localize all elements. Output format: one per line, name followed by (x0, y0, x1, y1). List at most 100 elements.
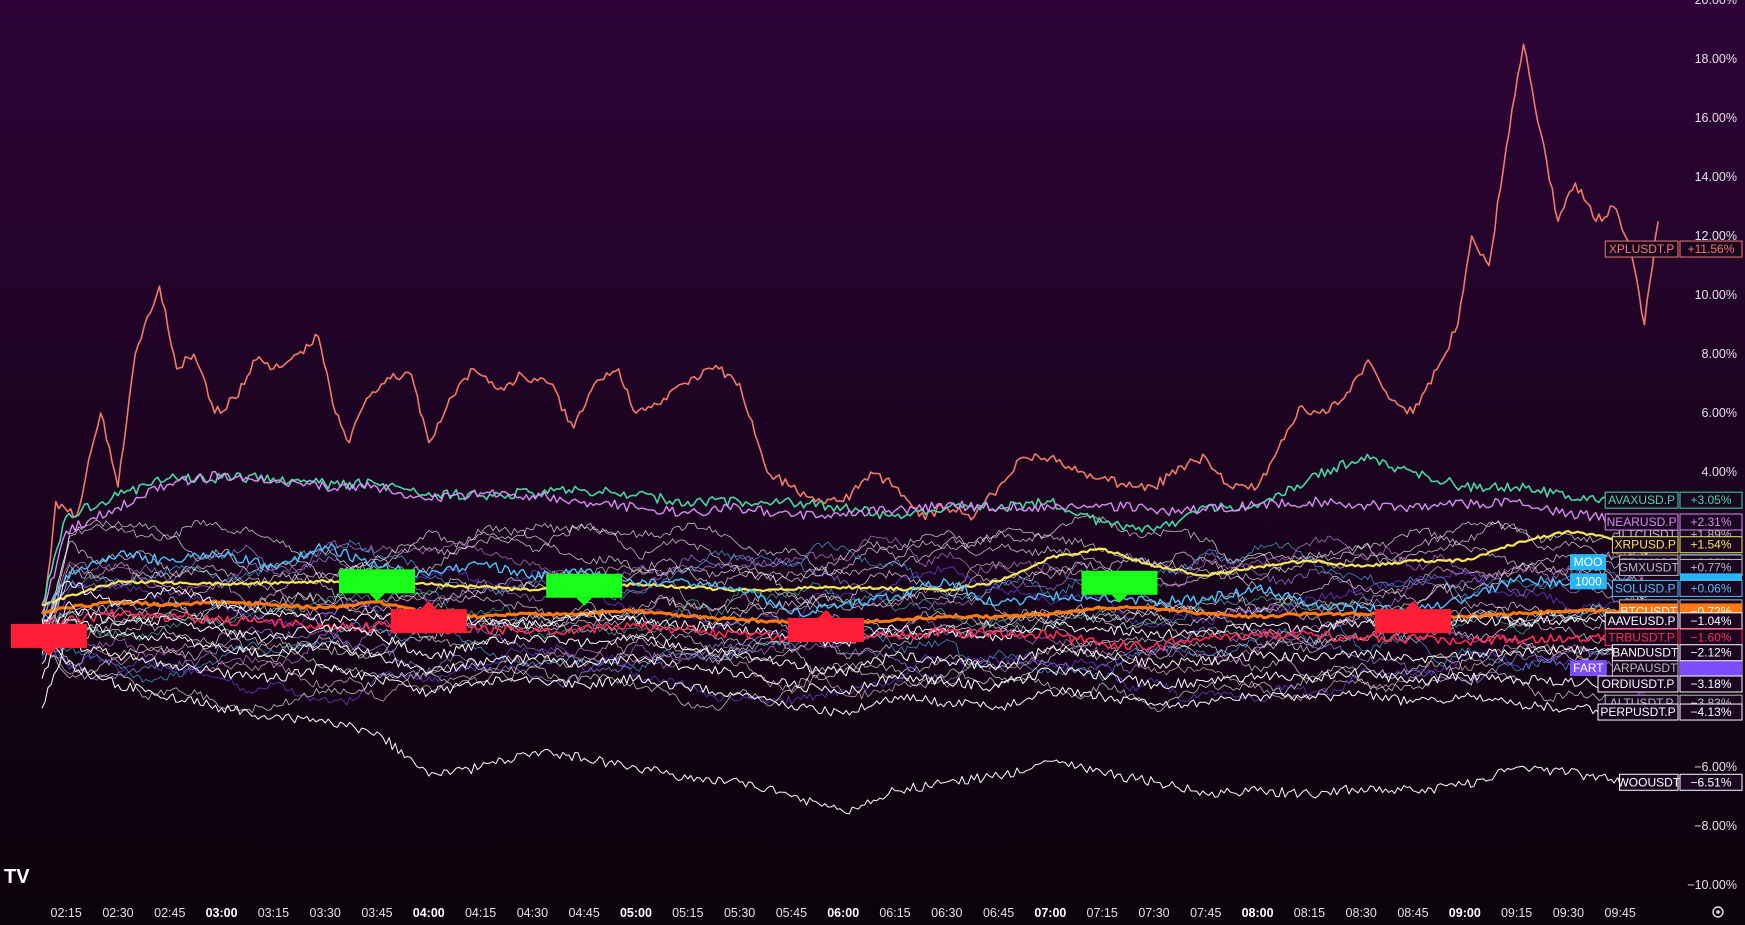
background-series-line (41, 535, 1648, 640)
x-tick-label: 02:15 (51, 906, 82, 920)
x-tick-label: 09:45 (1605, 906, 1636, 920)
x-axis[interactable]: 02:15 02:30 02:45 03:00 03:15 03:30 03:45 04:00… (51, 906, 1636, 920)
x-tick-label: 05:45 (776, 906, 807, 920)
series-line-perpusdt-p[interactable] (41, 640, 1659, 717)
price-label-trbusdt-p[interactable]: TRBUSDT.P −1.60% (1604, 628, 1743, 646)
price-label-value: +3.05% (1690, 493, 1731, 507)
x-tick-label: 09:00 (1449, 906, 1481, 920)
series-line-bandusdt[interactable] (41, 601, 1659, 677)
x-tick-label: 07:15 (1087, 906, 1118, 920)
price-label-xrpusd-p[interactable]: XRPUSD.P +1.54% (1611, 536, 1743, 554)
price-label-symbol: FART (1573, 661, 1604, 675)
price-label-fart[interactable]: FART (1570, 660, 1742, 677)
price-label-value: −3.18% (1690, 677, 1731, 691)
series-line-nearusd-p[interactable] (41, 470, 1659, 615)
price-label-symbol: SOLUSD.P (1615, 581, 1676, 595)
x-tick-label: 08:45 (1397, 906, 1428, 920)
signal-marker-up (1081, 570, 1158, 603)
x-tick-label: 08:15 (1294, 906, 1325, 920)
price-label-symbol: 1000 (1575, 574, 1602, 588)
signal-marker-down (1374, 601, 1451, 634)
price-label-avaxusd-p[interactable]: AVAXUSD.P +3.05% (1604, 491, 1743, 509)
price-label-value: −4.13% (1690, 705, 1731, 719)
price-label-symbol: ARPAUSDT (1613, 661, 1678, 675)
x-tick-label: 05:00 (620, 906, 652, 920)
x-tick-label: 04:30 (517, 906, 548, 920)
x-tick-label: 04:45 (569, 906, 600, 920)
price-label-symbol: WOOUSDT (1617, 775, 1680, 789)
price-label-symbol: XPLUSDT.P (1609, 242, 1674, 256)
y-tick-label: 16.00% (1695, 111, 1737, 125)
signal-marker-up (10, 623, 87, 656)
price-label-value: +0.77% (1690, 560, 1731, 574)
price-label-symbol: AAVEUSD.P (1608, 614, 1676, 628)
background-series-line (41, 515, 1648, 646)
y-tick-label: 8.00% (1702, 347, 1737, 361)
price-label-ordiusdt-p[interactable]: ORDIUSDT.P −3.18% (1597, 675, 1743, 693)
y-tick-label: 4.00% (1702, 465, 1737, 479)
signal-marker-down (390, 601, 467, 634)
price-label-symbol: TRBUSDT.P (1608, 630, 1675, 644)
x-tick-label: 08:00 (1242, 906, 1274, 920)
price-label-value: +2.31% (1690, 515, 1731, 529)
series-line-xrpusd-p[interactable] (41, 530, 1659, 607)
tradingview-logo[interactable]: TV (4, 866, 30, 888)
price-label-xplusdt-p[interactable]: XPLUSDT.P +11.56% (1604, 240, 1743, 258)
x-tick-label: 09:30 (1553, 906, 1584, 920)
price-label-value: +1.54% (1690, 538, 1731, 552)
y-tick-label: 14.00% (1695, 170, 1737, 184)
price-label-symbol: PERPUSDT.P (1600, 705, 1675, 719)
price-label-symbol: ORDIUSDT.P (1602, 677, 1675, 691)
x-tick-label: 03:45 (361, 906, 392, 920)
y-tick-label: 6.00% (1702, 406, 1737, 420)
price-label-perpusdt-p[interactable]: PERPUSDT.P −4.13% (1597, 703, 1743, 721)
price-label-value: +0.06% (1690, 581, 1731, 595)
price-label-aaveusd-p[interactable]: AAVEUSD.P −1.04% (1604, 612, 1743, 630)
background-series-line (41, 623, 1648, 693)
logo-text: TV (4, 866, 30, 888)
x-tick-label: 07:00 (1034, 906, 1066, 920)
price-label-solusd-p[interactable]: SOLUSD.P +0.06% (1611, 579, 1743, 597)
background-series-line (41, 638, 1649, 702)
x-tick-label: 08:30 (1346, 906, 1377, 920)
x-tick-label: 06:45 (983, 906, 1014, 920)
price-label-symbol: GMXUSDT (1619, 560, 1680, 574)
price-label-nearusd-p[interactable]: NEARUSD.P +2.31% (1604, 513, 1743, 531)
series-line-ordiusdt-p[interactable] (41, 618, 1659, 695)
background-series-line (41, 525, 1648, 648)
x-tick-label: 03:00 (206, 906, 238, 920)
x-tick-label: 05:30 (724, 906, 755, 920)
x-tick-label: 07:30 (1138, 906, 1169, 920)
price-label-value: −2.12% (1690, 646, 1731, 660)
signal-marker-down (787, 610, 864, 642)
y-tick-label: 20.00% (1695, 0, 1737, 7)
series-line-woousdt[interactable] (41, 619, 1659, 815)
price-label-gmxusdt[interactable]: GMXUSDT +0.77% (1619, 558, 1743, 576)
background-series-line (41, 642, 1648, 714)
background-series-line (41, 544, 1648, 625)
price-label-symbol: BANDUSDT (1612, 646, 1679, 660)
x-tick-label: 09:15 (1501, 906, 1532, 920)
y-tick-label: −8.00% (1694, 819, 1737, 833)
price-label-bandusdt[interactable]: BANDUSDT −2.12% (1611, 644, 1743, 662)
y-tick-label: −6.00% (1694, 760, 1737, 774)
x-tick-label: 06:30 (931, 906, 962, 920)
price-label-symbol: MOO (1574, 555, 1603, 569)
x-tick-label: 05:15 (672, 906, 703, 920)
series-line-xplusdt-p[interactable] (41, 43, 1659, 635)
background-series-line (41, 565, 1649, 660)
price-label-value: −6.51% (1690, 775, 1731, 789)
y-tick-label: 10.00% (1695, 288, 1737, 302)
price-label-woousdt[interactable]: WOOUSDT −6.51% (1617, 773, 1743, 791)
price-label-symbol: NEARUSD.P (1607, 515, 1677, 529)
background-series-line (41, 626, 1649, 688)
background-series-line (41, 631, 1649, 706)
y-tick-label: −10.00% (1687, 878, 1737, 892)
price-label-value: −1.60% (1690, 630, 1731, 644)
y-tick-label: 12.00% (1695, 229, 1737, 243)
y-axis[interactable]: −10.00% −8.00% −6.00% 4.00% 6.00% 8.00% 10.00%… (1687, 0, 1737, 892)
settings-gear-icon[interactable] (1712, 906, 1724, 918)
